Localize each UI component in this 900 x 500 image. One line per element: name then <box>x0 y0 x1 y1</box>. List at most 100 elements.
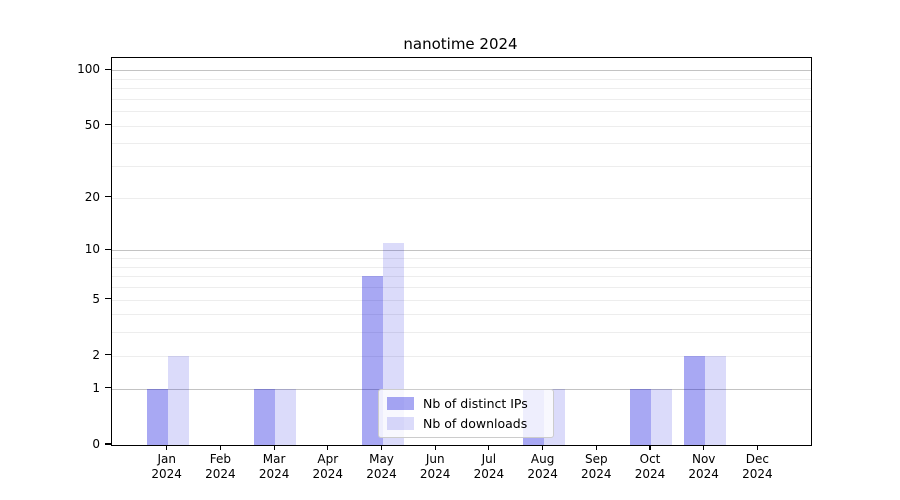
x-axis-tick-label: Jan 2024 <box>135 452 199 482</box>
gridline-minor <box>112 166 811 168</box>
x-tick-month: Apr <box>317 452 339 466</box>
y-axis-tick <box>105 297 111 300</box>
legend-swatch-distinct-ips <box>387 397 414 411</box>
x-tick-year: 2024 <box>527 467 558 481</box>
y-axis-tick-label: 1 <box>92 380 100 395</box>
legend-item-label: Nb of distinct IPs <box>423 396 528 412</box>
y-axis-tick <box>105 248 111 250</box>
legend-item: Nb of downloads <box>387 416 545 431</box>
gridline-minor <box>112 258 811 260</box>
x-axis-tick-label: Sep 2024 <box>564 452 628 482</box>
x-axis-tick <box>219 445 221 450</box>
gridline-minor <box>112 355 811 357</box>
y-axis-tick-label: 50 <box>84 117 100 132</box>
x-axis-tick-label: Apr 2024 <box>296 452 360 482</box>
gridline-minor <box>112 286 811 288</box>
bar-distinct-ips <box>146 388 168 445</box>
x-tick-year: 2024 <box>688 467 719 481</box>
bar-downloads <box>651 388 672 445</box>
bar-distinct-ips <box>630 388 651 445</box>
gridline-minor <box>112 197 811 199</box>
y-axis-tick-label: 0 <box>92 437 100 451</box>
x-tick-year: 2024 <box>473 467 505 481</box>
bar-distinct-ips <box>683 355 705 445</box>
x-tick-year: 2024 <box>258 467 290 481</box>
x-axis-tick <box>327 445 329 450</box>
legend-swatch-downloads <box>387 416 414 430</box>
x-axis-tick <box>434 445 436 450</box>
x-tick-month: Sep <box>584 452 608 466</box>
x-tick-year: 2024 <box>581 467 612 481</box>
x-tick-year: 2024 <box>151 467 182 481</box>
plot-area <box>111 57 812 446</box>
x-tick-month: Mar <box>262 452 286 466</box>
y-axis-tick-label: 10 <box>84 242 100 257</box>
bar-downloads <box>275 388 297 445</box>
gridline-minor <box>112 314 811 316</box>
x-axis-tick <box>756 445 758 450</box>
gridline-minor <box>112 78 811 80</box>
gridline-minor <box>112 125 811 127</box>
x-tick-month: Nov <box>691 452 716 466</box>
gridline-minor <box>112 143 811 145</box>
x-tick-month: May <box>369 452 394 466</box>
x-tick-month: Aug <box>530 452 555 466</box>
x-tick-year: 2024 <box>205 467 236 481</box>
x-axis-tick <box>703 445 705 450</box>
chart-title: nanotime 2024 <box>403 35 518 53</box>
bar-distinct-ips <box>361 276 383 445</box>
legend: Nb of distinct IPs Nb of downloads <box>378 389 554 438</box>
gridline-minor <box>112 276 811 278</box>
x-axis-tick <box>273 445 275 450</box>
bar-downloads <box>167 355 189 445</box>
legend-item: Nb of distinct IPs <box>387 396 545 411</box>
gridline-minor <box>112 111 811 113</box>
y-axis-tick-label: 2 <box>92 347 100 362</box>
x-axis-tick-label: Mar 2024 <box>242 452 306 482</box>
y-axis-tick <box>105 196 111 198</box>
x-axis-tick-label: Jun 2024 <box>403 452 467 482</box>
x-axis-tick-label: Feb 2024 <box>188 452 252 482</box>
y-axis-tick <box>105 443 111 445</box>
x-axis-tick-label: May 2024 <box>350 452 414 482</box>
bar-distinct-ips <box>254 388 276 445</box>
y-axis-tick-label: 100 <box>77 62 100 77</box>
x-tick-month: Jun <box>425 452 445 466</box>
x-axis-tick <box>488 445 490 450</box>
gridline-minor <box>112 266 811 268</box>
x-axis-tick-label: Oct 2024 <box>618 452 682 482</box>
gridline-minor <box>112 98 811 100</box>
x-tick-year: 2024 <box>742 467 773 481</box>
y-axis-tick-label: 20 <box>84 189 100 204</box>
x-axis-tick <box>649 445 651 450</box>
gridline-major <box>112 70 811 72</box>
x-tick-month: Jul <box>481 452 497 466</box>
bar-downloads <box>704 355 726 445</box>
x-tick-year: 2024 <box>312 467 344 481</box>
x-axis-tick-label: Dec 2024 <box>725 452 789 482</box>
x-axis-tick <box>166 445 168 450</box>
x-tick-month: Dec <box>745 452 769 466</box>
x-axis-tick-label: Nov 2024 <box>672 452 736 482</box>
x-tick-year: 2024 <box>634 467 666 481</box>
y-axis-tick <box>105 354 111 356</box>
x-axis-tick <box>380 445 383 450</box>
x-tick-month: Jan <box>157 452 176 466</box>
legend-item-label: Nb of downloads <box>423 415 528 431</box>
x-axis-tick <box>595 445 597 450</box>
x-tick-month: Oct <box>639 452 661 466</box>
x-axis-tick-label: Jul 2024 <box>457 452 521 482</box>
y-axis-tick-label: 5 <box>92 291 100 306</box>
x-tick-month: Feb <box>209 452 232 466</box>
gridline-minor <box>112 88 811 90</box>
x-axis-tick-label: Aug 2024 <box>511 452 575 482</box>
x-tick-year: 2024 <box>366 467 397 481</box>
gridline-minor <box>112 299 811 301</box>
y-axis-tick <box>105 124 111 126</box>
y-axis-tick <box>105 68 111 70</box>
gridline-major <box>112 250 811 252</box>
x-tick-year: 2024 <box>419 467 451 481</box>
x-axis-tick <box>542 445 544 450</box>
y-axis-tick <box>105 387 111 389</box>
